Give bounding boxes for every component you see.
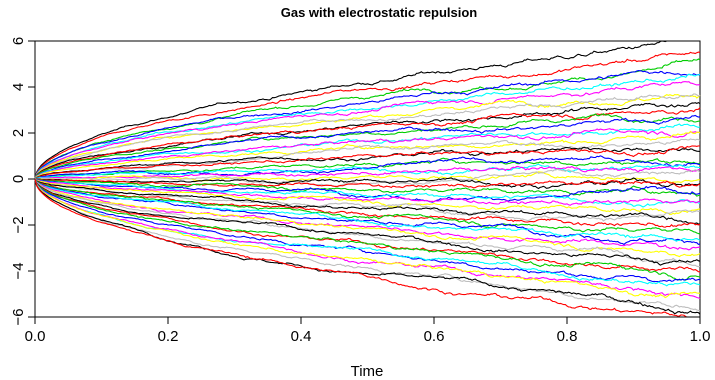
y-tick-label: −2: [10, 216, 27, 233]
series-line: [34, 178, 700, 225]
series-line: [34, 128, 700, 180]
y-tick-label: 0: [10, 175, 27, 183]
series-line: [34, 107, 701, 180]
series-line: [34, 163, 700, 180]
series-line: [34, 113, 701, 180]
x-tick-label: 0.4: [291, 328, 312, 345]
y-tick-label: 2: [10, 129, 27, 137]
series-line: [34, 178, 701, 273]
series-line: [34, 178, 701, 281]
series-line: [34, 178, 701, 266]
series-line: [34, 178, 701, 315]
series-line: [34, 178, 701, 197]
chart-title: Gas with electrostatic repulsion: [281, 5, 478, 20]
series-line: [34, 178, 701, 228]
series-line: [34, 178, 701, 242]
series-line: [34, 178, 701, 283]
series-line: [34, 178, 701, 268]
series-line: [34, 81, 701, 180]
series-line: [34, 178, 701, 258]
series-line: [34, 178, 701, 246]
y-tick-label: 4: [10, 83, 27, 91]
y-tick-label: −4: [10, 262, 27, 279]
x-tick-label: 0.2: [158, 328, 179, 345]
y-tick-label: 6: [10, 37, 27, 45]
x-tick-label: 1.0: [690, 328, 711, 345]
x-tick-label: 0.0: [25, 328, 46, 345]
series-line: [34, 70, 701, 180]
series-line: [34, 138, 701, 180]
series-line: [34, 40, 700, 180]
series-line: [34, 178, 701, 206]
series-line: [34, 178, 701, 189]
series-line: [34, 178, 701, 312]
series-line: [34, 178, 701, 235]
series-line: [34, 177, 701, 190]
x-axis-label: Time: [351, 363, 384, 380]
series-line: [34, 114, 701, 180]
series-line: [34, 146, 701, 180]
x-axis: 0.0 0.2 0.4 0.6 0.8 1.0: [25, 316, 711, 345]
x-tick-label: 0.6: [424, 328, 445, 345]
series-line: [34, 178, 701, 215]
y-axis: −6 −4 −2 0 2 4 6: [10, 37, 35, 326]
series-layer: [34, 40, 701, 318]
series-line: [34, 93, 701, 180]
series-line: [34, 93, 701, 180]
series-line: [34, 73, 701, 180]
series-line: [34, 130, 701, 180]
y-tick-label: −6: [10, 308, 27, 325]
series-line: [34, 145, 701, 180]
series-line: [34, 178, 700, 318]
series-line: [34, 171, 701, 184]
series-line: [34, 178, 700, 299]
series-line: [34, 157, 701, 180]
series-line: [34, 178, 701, 300]
x-tick-label: 0.8: [557, 328, 578, 345]
series-line: [34, 165, 701, 180]
series-line: [34, 51, 701, 180]
